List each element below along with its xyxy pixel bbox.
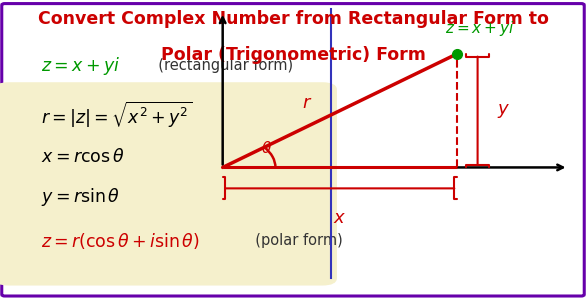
Text: $r$: $r$ [302, 94, 313, 112]
Text: $x$: $x$ [333, 209, 346, 227]
FancyBboxPatch shape [2, 4, 584, 296]
Text: $x = r\cos\theta$: $x = r\cos\theta$ [41, 148, 125, 166]
Text: (rectangular form): (rectangular form) [149, 58, 294, 73]
Text: $z = x + yi$: $z = x + yi$ [445, 19, 515, 38]
Text: $y$: $y$ [498, 102, 510, 120]
Text: $\theta$: $\theta$ [261, 140, 272, 156]
Text: (polar form): (polar form) [246, 233, 343, 248]
Text: Convert Complex Number from Rectangular Form to: Convert Complex Number from Rectangular … [38, 10, 548, 28]
Text: $y = r\sin\theta$: $y = r\sin\theta$ [41, 186, 120, 208]
Text: Polar (Trigonometric) Form: Polar (Trigonometric) Form [161, 46, 425, 64]
Text: $z = x + yi$: $z = x + yi$ [41, 55, 120, 77]
Text: $z = r(\cos\theta + i\sin\theta)$: $z = r(\cos\theta + i\sin\theta)$ [41, 231, 200, 251]
Text: $r = |z| = \sqrt{x^2 + y^2}$: $r = |z| = \sqrt{x^2 + y^2}$ [41, 100, 192, 130]
FancyBboxPatch shape [0, 82, 337, 286]
